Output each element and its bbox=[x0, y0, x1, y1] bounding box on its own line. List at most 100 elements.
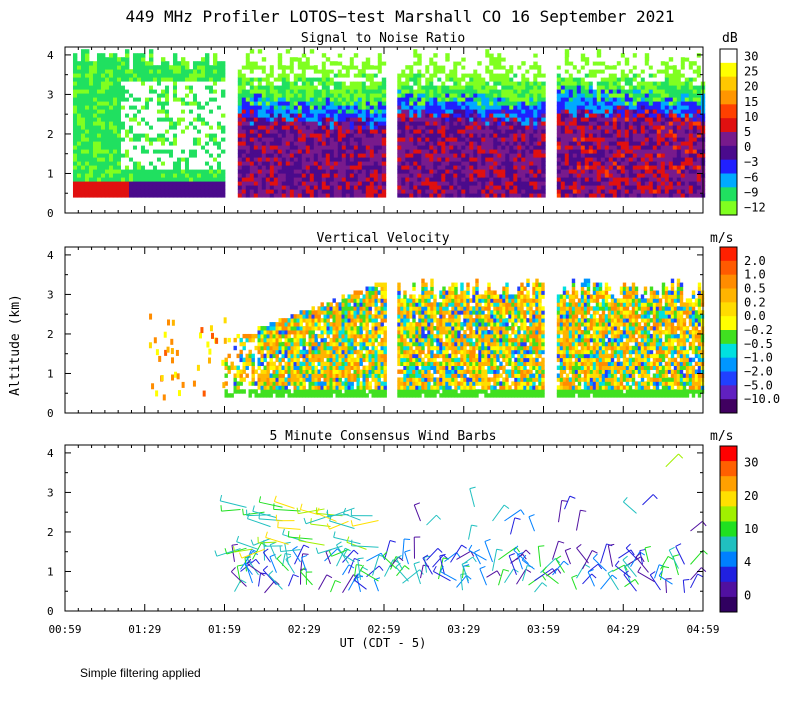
snr-cell bbox=[505, 121, 510, 126]
snr-cell bbox=[481, 145, 486, 150]
snr-cell bbox=[341, 129, 347, 134]
snr-cell bbox=[108, 193, 114, 198]
snr-cell bbox=[265, 193, 271, 198]
snr-cell bbox=[188, 129, 194, 134]
snr-cell bbox=[289, 177, 295, 182]
snr-cell bbox=[104, 161, 110, 166]
snr-cell bbox=[437, 97, 442, 102]
snr-cell bbox=[449, 101, 454, 106]
snr-cell bbox=[473, 141, 478, 146]
snr-cell bbox=[628, 153, 634, 158]
snr-cell bbox=[313, 169, 319, 174]
snr-cell bbox=[381, 57, 387, 62]
snr-cell bbox=[345, 129, 351, 134]
snr-cell bbox=[273, 185, 279, 190]
snr-cell bbox=[477, 97, 482, 102]
snr-cell bbox=[100, 129, 106, 134]
snr-cell bbox=[556, 169, 562, 174]
snr-cell bbox=[361, 157, 367, 162]
snr-cell bbox=[325, 97, 331, 102]
snr-cell bbox=[517, 65, 522, 70]
snr-cell bbox=[377, 89, 383, 94]
snr-cell bbox=[309, 161, 315, 166]
snr-cell bbox=[104, 97, 110, 102]
snr-cell bbox=[120, 105, 126, 110]
snr-cell bbox=[433, 133, 438, 138]
snr-cell bbox=[632, 145, 638, 150]
snr-cell bbox=[148, 177, 154, 182]
snr-cell bbox=[253, 109, 259, 114]
snr-cell bbox=[188, 109, 194, 114]
snr-cell bbox=[297, 193, 303, 198]
snr-cell bbox=[249, 129, 255, 134]
snr-cell bbox=[481, 105, 486, 110]
snr-cell bbox=[477, 109, 482, 114]
snr-cell bbox=[192, 81, 198, 86]
snr-cell bbox=[281, 89, 287, 94]
snr-cell bbox=[309, 181, 315, 186]
snr-cell bbox=[397, 117, 402, 122]
snr-cell bbox=[417, 73, 422, 78]
snr-cell bbox=[672, 149, 678, 154]
snr-cell bbox=[580, 133, 586, 138]
snr-cell bbox=[648, 105, 654, 110]
snr-cell bbox=[521, 77, 526, 82]
snr-cell bbox=[592, 77, 598, 82]
snr-cell bbox=[269, 137, 275, 142]
snr-cell bbox=[148, 149, 154, 154]
snr-cell bbox=[533, 57, 538, 62]
snr-cell bbox=[188, 145, 194, 150]
snr-cell bbox=[636, 153, 642, 158]
snr-cell bbox=[409, 113, 414, 118]
snr-cell bbox=[333, 169, 339, 174]
snr-cell bbox=[660, 149, 666, 154]
snr-cell bbox=[196, 149, 202, 154]
snr-cell bbox=[253, 189, 259, 194]
snr-cell bbox=[497, 141, 502, 146]
snr-cell bbox=[136, 129, 142, 134]
snr-cell bbox=[136, 121, 142, 126]
snr-cell bbox=[628, 133, 634, 138]
snr-cell bbox=[453, 69, 458, 74]
snr-cell bbox=[660, 169, 666, 174]
snr-cell bbox=[584, 129, 590, 134]
snr-cell bbox=[96, 89, 102, 94]
snr-cell bbox=[397, 113, 402, 118]
snr-cell bbox=[245, 165, 251, 170]
snr-cell bbox=[676, 145, 682, 150]
snr-cell bbox=[100, 181, 106, 186]
snr-cell bbox=[676, 157, 682, 162]
snr-cell bbox=[668, 169, 674, 174]
snr-cell bbox=[180, 149, 186, 154]
snr-cell bbox=[505, 161, 510, 166]
snr-cell bbox=[100, 121, 106, 126]
snr-cell bbox=[285, 173, 291, 178]
snr-cell bbox=[216, 153, 222, 158]
snr-cell bbox=[313, 125, 319, 130]
snr-cell bbox=[441, 93, 446, 98]
snr-cell bbox=[405, 153, 410, 158]
snr-cell bbox=[465, 85, 470, 90]
snr-cell bbox=[672, 69, 678, 74]
snr-cell bbox=[116, 121, 122, 126]
snr-cell bbox=[505, 173, 510, 178]
snr-cell bbox=[604, 181, 610, 186]
snr-cell bbox=[648, 89, 654, 94]
snr-cell bbox=[509, 173, 514, 178]
snr-cell bbox=[285, 85, 291, 90]
snr-cell bbox=[521, 65, 526, 70]
snr-cell bbox=[409, 133, 414, 138]
snr-cell bbox=[220, 193, 226, 198]
snr-cell bbox=[176, 61, 182, 66]
snr-cell bbox=[485, 113, 490, 118]
snr-cell bbox=[501, 125, 506, 130]
snr-cell bbox=[668, 177, 674, 182]
snr-cell bbox=[301, 153, 307, 158]
snr-cell bbox=[144, 149, 150, 154]
snr-cell bbox=[473, 193, 478, 198]
snr-cell bbox=[289, 57, 295, 62]
snr-cell bbox=[192, 129, 198, 134]
snr-cell bbox=[277, 125, 283, 130]
snr-cell bbox=[644, 85, 650, 90]
snr-cell bbox=[377, 105, 383, 110]
